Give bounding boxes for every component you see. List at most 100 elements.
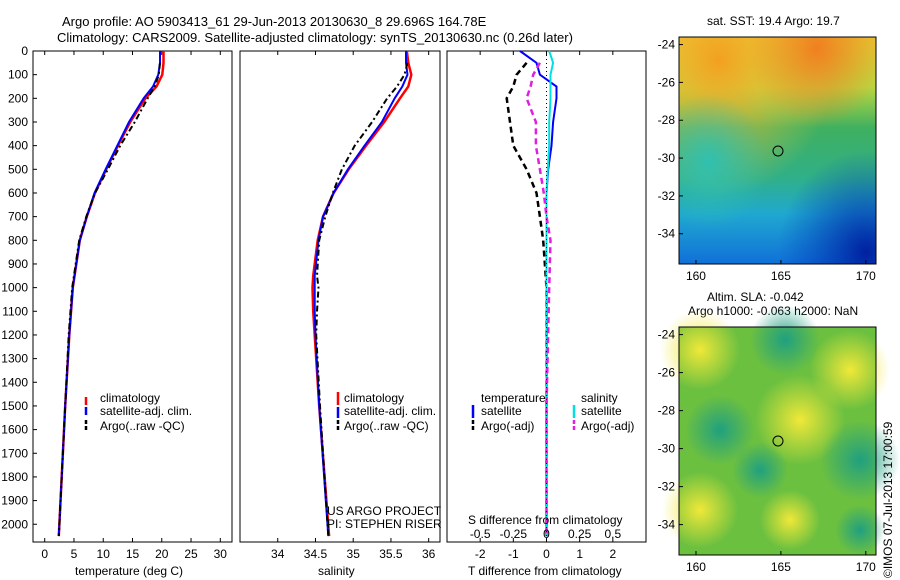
depth-tick-label: 700 <box>8 210 28 224</box>
sst-map-title: sat. SST: 19.4 Argo: 19.7 <box>707 14 840 28</box>
legend-label-satellite: satellite-adj. clim. <box>344 404 436 418</box>
temperature-lines <box>57 51 165 537</box>
legend-label-argo: Argo(..raw -QC) <box>100 419 185 433</box>
lat-tick-label: -24 <box>658 38 676 52</box>
temperature-xlabel: temperature (deg C) <box>75 564 183 578</box>
sla-blob <box>660 310 740 390</box>
lat-tick-label: -34 <box>658 227 676 241</box>
t-difference-axis: -2 -1 0 1 2 <box>475 51 616 561</box>
x-tick-label: -1 <box>508 547 519 561</box>
sla-blob <box>662 472 738 548</box>
sla-map-axes: 160 165 170 -24 -26 -28 -30 -32 -34 <box>658 328 876 574</box>
title-line-2: Climatology: CARS2009. Satellite-adjuste… <box>57 30 573 45</box>
depth-tick-label: 1200 <box>1 328 28 342</box>
salinity-plot-frame <box>239 50 441 543</box>
legend-label-t-argo: Argo(-adj) <box>481 419 534 433</box>
lon-tick-label: 160 <box>686 269 706 283</box>
depth-tick-label: 2000 <box>1 517 28 531</box>
lat-tick-label: -24 <box>658 328 676 342</box>
lat-tick-label: -30 <box>658 151 676 165</box>
x-tick-label: 5 <box>71 547 78 561</box>
depth-axis: 0 100 200 300 400 500 600 700 800 900 1000 1100 1200… <box>1 44 37 531</box>
sst-field-teal <box>679 37 876 264</box>
title-line-1: Argo profile: AO 5903413_61 29-Jun-2013 … <box>62 14 487 29</box>
x-tick-label: 20 <box>155 547 169 561</box>
x-tick-label: 34.5 <box>304 547 328 561</box>
sla-blob <box>755 375 845 465</box>
lat-tick-label: -26 <box>658 366 676 380</box>
depth-tick-label: 1400 <box>1 375 28 389</box>
x-tick-label: -2 <box>475 547 486 561</box>
series-line-temperature-satellite <box>519 50 558 537</box>
x-tick-label: 2 <box>609 547 616 561</box>
lat-tick-label: -30 <box>658 442 676 456</box>
series-line-climatology <box>311 50 413 537</box>
legend-label-s-satellite: satellite <box>581 404 622 418</box>
s-tick-label: 0 <box>543 527 550 541</box>
series-line-salinity-argo-adj- <box>525 62 552 537</box>
x-tick-label: 35 <box>347 547 361 561</box>
series-line-satellite-adj-clim- <box>57 51 161 537</box>
sla-map-frame <box>678 326 877 556</box>
sla-map-title: Altim. SLA: -0.042 <box>707 290 804 304</box>
depth-tick-label: 1000 <box>1 281 28 295</box>
lat-tick-label: -32 <box>658 189 676 203</box>
difference-legend: temperature satellite Argo(-adj) salinit… <box>471 391 634 433</box>
depth-tick-label: 600 <box>8 186 28 200</box>
difference-panel: -2 -1 0 1 2 S difference from climatology -0… <box>446 50 647 578</box>
series-line-argo-raw-qc- <box>57 62 161 537</box>
salinity-panel: 34 34.5 35 35.5 36 salinity climatology sate… <box>239 50 442 578</box>
legend-title-temperature: temperature <box>481 391 546 405</box>
x-tick-label: 30 <box>214 547 228 561</box>
lat-tick-label: -34 <box>658 518 676 532</box>
depth-tick-label: 1900 <box>1 494 28 508</box>
legend-title-salinity: salinity <box>581 391 618 405</box>
lat-tick-label: -28 <box>658 404 676 418</box>
project-annotation: US ARGO PROJECT <box>327 504 442 518</box>
profile-marker <box>772 435 784 447</box>
depth-tick-label: 200 <box>8 91 28 105</box>
depth-tick-label: 300 <box>8 115 28 129</box>
sla-blob <box>835 505 885 555</box>
s-tick-label: -0.5 <box>470 527 491 541</box>
sst-map-frame <box>678 36 877 265</box>
salinity-xlabel: salinity <box>318 564 355 578</box>
depth-tick-label: 900 <box>8 257 28 271</box>
s-tick-label: 0.5 <box>604 527 621 541</box>
t-difference-label: T difference from climatology <box>468 564 622 578</box>
pi-annotation: PI: STEPHEN RISER <box>327 517 442 531</box>
lon-tick-label: 165 <box>771 269 791 283</box>
imos-stamp: ©IMOS 07-Jul-2013 17:00:59 <box>881 421 895 578</box>
temperature-legend: climatology satellite-adj. clim. Argo(..… <box>84 391 192 433</box>
depth-tick-label: 0 <box>21 44 28 58</box>
sla-blob <box>820 420 900 500</box>
lat-tick-label: -32 <box>658 480 676 494</box>
series-line-temperature-argo-adj- <box>505 61 548 537</box>
depth-tick-label: 400 <box>8 139 28 153</box>
temperature-panel: 0100200300400500600700800900100011001200… <box>1 44 233 578</box>
difference-lines <box>505 50 558 542</box>
lon-tick-label: 170 <box>856 560 876 574</box>
series-line-satellite-adj-clim- <box>313 51 409 537</box>
series-line-climatology <box>57 51 165 537</box>
depth-tick-label: 1100 <box>2 304 28 318</box>
x-tick-label: 35.5 <box>379 547 403 561</box>
x-tick-label: 10 <box>97 547 111 561</box>
lon-tick-label: 165 <box>771 560 791 574</box>
s-difference-axis: -0.5 -0.25 0 0.25 0.5 <box>470 527 622 541</box>
depth-tick-label: 100 <box>8 68 28 82</box>
lat-tick-label: -28 <box>658 113 676 127</box>
x-tick-label: 1 <box>576 547 583 561</box>
lon-tick-label: 170 <box>856 269 876 283</box>
sla-blob <box>732 442 788 498</box>
sla-map-panel: Altim. SLA: -0.042 Argo h1000: -0.063 h2… <box>658 290 900 574</box>
s-difference-label: S difference from climatology <box>468 513 623 527</box>
s-tick-label: -0.25 <box>500 527 528 541</box>
s-tick-label: 0.25 <box>568 527 592 541</box>
profile-marker <box>772 145 784 157</box>
series-line-argo-raw-qc- <box>315 62 409 537</box>
lon-tick-label: 160 <box>686 560 706 574</box>
legend-label-satellite: satellite-adj. clim. <box>100 404 192 418</box>
sla-blob <box>685 395 755 465</box>
